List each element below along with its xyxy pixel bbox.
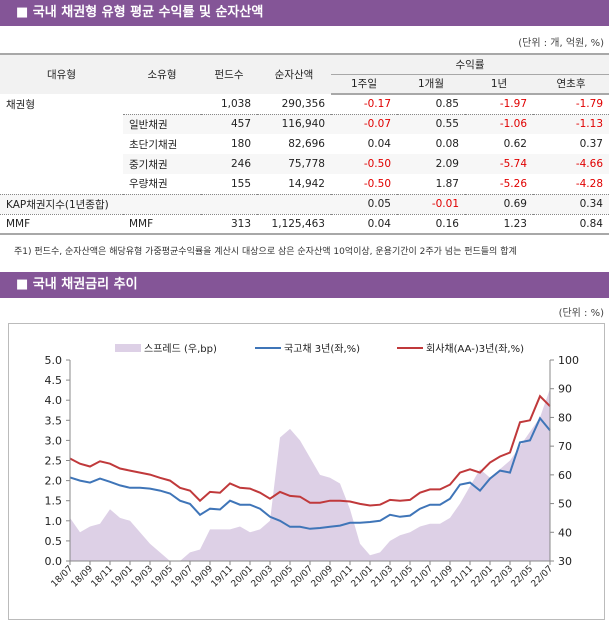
cell-ytd: 0.34 [533,193,609,214]
cell-assets: 14,942 [288,177,325,190]
cell-m1: 0.08 [435,138,459,150]
cell-assets: 290,356 [281,97,325,110]
cell-funds: 1,038 [220,97,251,110]
header-returns: 수익률 [331,53,609,74]
cell-ytd: 0.84 [533,213,609,235]
header-major: 대유형 [0,53,123,94]
section-header-returns: ■ 국내 채권형 유형 평균 수익률 및 순자산액 [0,0,609,26]
legend-swatch-gov [255,346,281,349]
cell-assets: 116,940 [257,113,331,134]
cell-funds [201,193,257,214]
cell-funds: 457 [201,113,257,134]
cell-assets: 75,778 [257,154,331,174]
cell-assets [257,193,331,214]
cell-major: MMF [0,213,123,235]
cell-major: KAP채권지수(1년종합) [0,193,123,214]
cell-funds: 155 [230,177,251,190]
cell-m1: -0.01 [397,193,465,214]
legend-label: 스프레드 (우,bp) [144,344,217,355]
cell-y1: 0.62 [503,138,527,150]
cell-y1: -1.97 [499,98,527,111]
section-header-rates: ■ 국내 채권금리 추이 [0,272,609,298]
header-assets: 순자산액 [257,53,331,94]
cell-major [0,134,123,154]
cell-minor [123,193,201,214]
table-row: 채권형 1,038 290,356 -0.17 0.85 -1.97 -1.79 [0,94,609,114]
legend-label: 회사채(AA-)3년(좌,%) [426,344,524,355]
cell-minor: 초단기채권 [129,138,178,151]
cell-minor: 일반채권 [123,113,201,134]
cell-w1: 0.04 [331,213,397,235]
legend-gov: 국고채 3년(좌,%) [255,340,360,355]
table-row: 중기채권 246 75,778 -0.50 2.09 -5.74 -4.66 [0,154,609,174]
table-row: MMF MMF 313 1,125,463 0.04 0.16 1.23 0.84 [0,213,609,235]
cell-y1: -5.26 [499,177,527,190]
legend-corp: 회사채(AA-)3년(좌,%) [397,340,524,355]
cell-major [0,114,123,134]
unit-label-chart: (단위 : %) [558,308,604,319]
cell-m1: 0.16 [397,213,465,235]
header-minor: 소유형 [123,53,201,94]
cell-m1: 1.87 [435,177,459,190]
cell-y1: -5.74 [465,154,533,174]
legend-label: 국고채 3년(좌,%) [284,344,361,355]
table-row: 일반채권 457 116,940 -0.07 0.55 -1.06 -1.13 [0,113,609,134]
cell-w1: 0.04 [367,138,391,150]
cell-funds: 180 [230,138,251,150]
cell-ytd: -1.13 [533,113,609,134]
cell-minor: 우량채권 [129,178,168,191]
header-1m: 1개월 [397,73,465,95]
header-1y: 1년 [465,73,533,95]
cell-minor: MMF [123,213,201,235]
cell-m1: 0.55 [397,113,465,134]
cell-major [0,154,123,174]
cell-y1: 1.23 [465,213,533,235]
table-row: KAP채권지수(1년종합) 0.05 -0.01 0.69 0.34 [0,193,609,214]
cell-minor: 중기채권 [123,154,201,174]
cell-ytd: 0.37 [579,138,603,150]
cell-w1: -0.50 [363,177,391,190]
cell-w1: -0.07 [331,113,397,134]
header-1w: 1주일 [331,73,397,95]
header-funds: 펀드수 [201,53,257,94]
cell-assets: 1,125,463 [257,213,331,235]
cell-major [0,174,123,194]
footnote: 주1) 펀드수, 순자산액은 해당유형 가중평균수익률을 계산시 대상으로 삼은… [14,247,517,257]
cell-ytd: -1.79 [575,98,603,111]
cell-funds: 246 [201,154,257,174]
cell-y1: 0.69 [465,193,533,214]
cell-w1: -0.17 [363,98,391,111]
chart-frame [8,323,605,620]
unit-label: (단위 : 개, 억원, %) [518,38,604,49]
cell-major: 채권형 [6,98,35,111]
cell-y1: -1.06 [465,113,533,134]
table-row: 우량채권 155 14,942 -0.50 1.87 -5.26 -4.28 [0,174,609,194]
cell-ytd: -4.66 [533,154,609,174]
cell-w1: -0.50 [331,154,397,174]
cell-ytd: -4.28 [575,177,603,190]
cell-m1: 0.85 [435,98,459,111]
cell-funds: 313 [201,213,257,235]
cell-minor [123,94,201,114]
legend-spread: 스프레드 (우,bp) [115,340,217,355]
legend-swatch-spread [115,343,141,352]
returns-table: 대유형 소유형 펀드수 순자산액 수익률 1주일 1개월 1년 연초후 채권형 1… [0,53,609,235]
cell-w1: 0.05 [331,193,397,214]
header-ytd: 연초후 [533,73,609,95]
table-row: 초단기채권 180 82,696 0.04 0.08 0.62 0.37 [0,134,609,154]
cell-assets: 82,696 [288,138,325,150]
legend-swatch-corp [397,346,423,349]
cell-m1: 2.09 [397,154,465,174]
